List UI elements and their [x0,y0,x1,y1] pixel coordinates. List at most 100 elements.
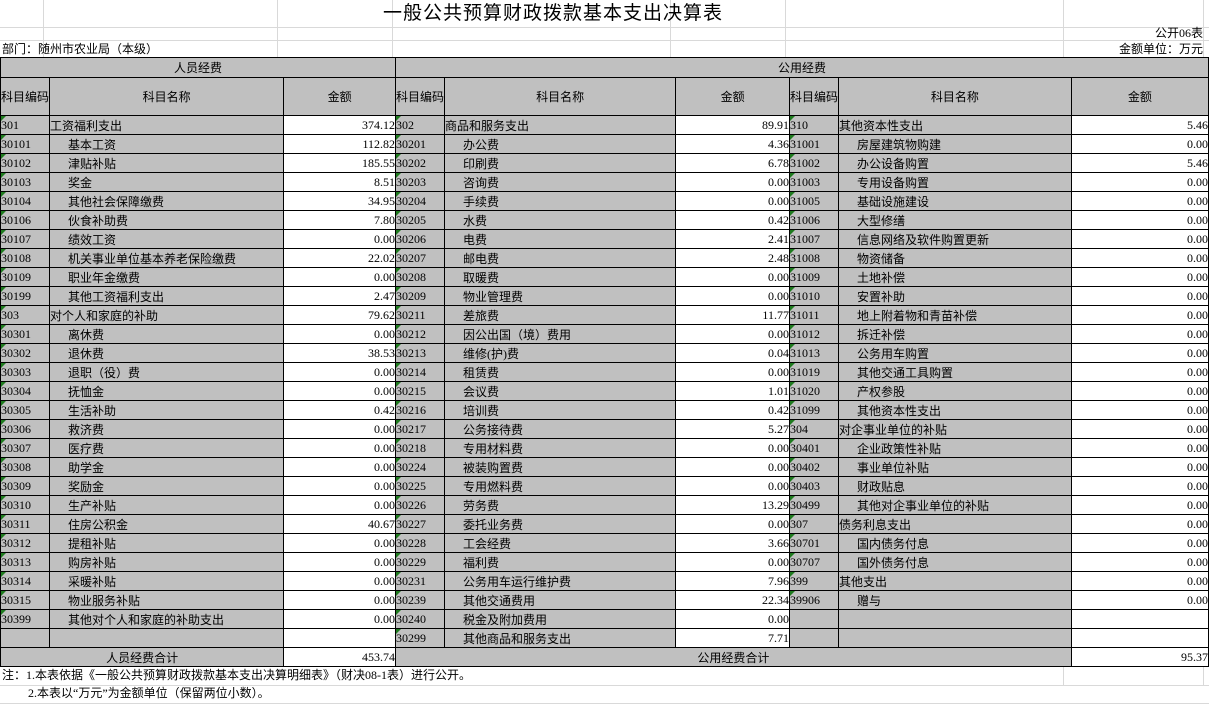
subject-name-cell[interactable]: 其他对企事业单位的补贴 [837,495,1072,515]
amount-cell[interactable]: 38.53 [283,343,396,363]
subject-code-cell[interactable]: 31099 [788,400,839,420]
subject-code-cell[interactable]: 30204 [394,191,446,211]
public-total-label[interactable]: 公用经费合计 [395,647,1072,667]
subject-name-cell[interactable]: 其他工资福利支出 [49,286,285,306]
subject-name-cell[interactable]: 公务接待费 [444,419,677,439]
subject-code-cell[interactable]: 30212 [394,324,446,344]
amount-cell[interactable]: 0.00 [1070,400,1209,420]
column-header-name[interactable]: 科目名称 [49,77,285,116]
amount-cell[interactable]: 0.00 [283,571,396,591]
amount-cell[interactable]: 0.00 [1070,305,1209,325]
subject-code-cell[interactable]: 30313 [0,552,51,572]
subject-code-cell[interactable]: 30106 [0,210,51,230]
amount-cell[interactable]: 0.00 [675,191,790,211]
subject-name-cell[interactable]: 公务用车购置 [837,343,1072,363]
subject-code-cell[interactable]: 31020 [788,381,839,401]
subject-code-cell[interactable]: 31002 [788,153,839,173]
subject-name-cell[interactable]: 其他社会保障缴费 [49,191,285,211]
subject-code-cell[interactable]: 30315 [0,590,51,610]
subject-name-cell[interactable]: 采暖补贴 [49,571,285,591]
subject-code-cell[interactable]: 31007 [788,229,839,249]
subject-name-cell[interactable]: 对企事业单位的补贴 [837,419,1072,439]
subject-code-cell[interactable]: 30301 [0,324,51,344]
subject-code-cell[interactable]: 30306 [0,419,51,439]
subject-name-cell[interactable]: 被装购置费 [444,457,677,477]
amount-cell[interactable]: 0.00 [675,552,790,572]
subject-name-cell[interactable]: 工资福利支出 [49,115,285,135]
subject-name-cell[interactable]: 职业年金缴费 [49,267,285,287]
subject-name-cell[interactable]: 其他交通工具购置 [837,362,1072,382]
amount-cell[interactable]: 0.00 [1070,191,1209,211]
amount-cell[interactable]: 0.00 [283,419,396,439]
subject-name-cell[interactable]: 绩效工资 [49,229,285,249]
subject-name-cell[interactable]: 其他资本性支出 [837,400,1072,420]
subject-name-cell[interactable]: 物业服务补贴 [49,590,285,610]
subject-code-cell[interactable]: 39906 [788,590,839,610]
amount-cell[interactable]: 1.01 [675,381,790,401]
column-header-amount[interactable]: 金额 [283,77,396,116]
subject-name-cell[interactable]: 安置补助 [837,286,1072,306]
subject-code-cell[interactable]: 30701 [788,533,839,553]
amount-cell[interactable]: 0.00 [1070,457,1209,477]
subject-name-cell[interactable]: 地上附着物和青苗补偿 [837,305,1072,325]
subject-code-cell[interactable]: 31011 [788,305,839,325]
subject-code-cell[interactable]: 30309 [0,476,51,496]
amount-cell[interactable]: 0.42 [675,210,790,230]
amount-cell[interactable]: 0.00 [283,609,396,629]
subject-code-cell[interactable]: 30199 [0,286,51,306]
amount-cell[interactable]: 0.00 [283,495,396,515]
subject-name-cell[interactable]: 信息网络及软件购置更新 [837,229,1072,249]
subject-code-cell[interactable]: 30224 [394,457,446,477]
amount-cell[interactable]: 0.00 [1070,324,1209,344]
subject-name-cell[interactable]: 生活补助 [49,400,285,420]
subject-name-cell[interactable]: 其他资本性支出 [837,115,1072,135]
subject-code-cell[interactable]: 30211 [394,305,446,325]
subject-name-cell[interactable]: 差旅费 [444,305,677,325]
column-header-code[interactable]: 科目编码 [788,77,839,116]
amount-cell[interactable]: 0.00 [1070,495,1209,515]
subject-code-cell[interactable]: 399 [788,571,839,591]
subject-name-cell[interactable]: 商品和服务支出 [444,115,677,135]
amount-cell[interactable]: 0.00 [1070,533,1209,553]
amount-cell[interactable]: 0.00 [1070,343,1209,363]
amount-cell[interactable]: 185.55 [283,153,396,173]
amount-cell[interactable]: 0.00 [675,286,790,306]
subject-code-cell[interactable]: 30240 [394,609,446,629]
subject-name-cell[interactable]: 取暖费 [444,267,677,287]
amount-cell[interactable]: 0.04 [675,343,790,363]
subject-name-cell[interactable]: 国外债务付息 [837,552,1072,572]
subject-name-cell[interactable]: 住房公积金 [49,514,285,534]
amount-cell[interactable]: 2.47 [283,286,396,306]
subject-name-cell[interactable]: 离休费 [49,324,285,344]
subject-name-cell[interactable]: 土地补偿 [837,267,1072,287]
subject-name-cell[interactable]: 救济费 [49,419,285,439]
subject-code-cell[interactable]: 30205 [394,210,446,230]
subject-name-cell[interactable]: 劳务费 [444,495,677,515]
column-header-amount[interactable]: 金额 [1070,77,1209,116]
personnel-total-amount[interactable]: 453.74 [283,647,396,667]
column-header-amount[interactable]: 金额 [675,77,790,116]
subject-code-cell[interactable]: 30401 [788,438,839,458]
amount-cell[interactable]: 22.02 [283,248,396,268]
subject-name-cell[interactable]: 基本工资 [49,134,285,154]
subject-name-cell[interactable]: 抚恤金 [49,381,285,401]
amount-cell[interactable]: 0.00 [283,438,396,458]
subject-code-cell[interactable]: 30203 [394,172,446,192]
subject-code-cell[interactable]: 31010 [788,286,839,306]
subject-code-cell[interactable]: 30299 [394,628,446,648]
subject-code-cell[interactable]: 30311 [0,514,51,534]
subject-name-cell[interactable]: 房屋建筑物购建 [837,134,1072,154]
amount-cell[interactable]: 2.41 [675,229,790,249]
subject-name-cell[interactable]: 培训费 [444,400,677,420]
subject-code-cell[interactable]: 30312 [0,533,51,553]
subject-code-cell[interactable]: 30403 [788,476,839,496]
subject-code-cell[interactable]: 30207 [394,248,446,268]
subject-name-cell[interactable]: 奖励金 [49,476,285,496]
amount-cell[interactable]: 0.00 [283,229,396,249]
amount-cell[interactable]: 374.12 [283,115,396,135]
subject-name-cell[interactable]: 企业政策性补贴 [837,438,1072,458]
subject-name-cell[interactable]: 公务用车运行维护费 [444,571,677,591]
amount-cell[interactable]: 0.00 [283,533,396,553]
subject-code-cell[interactable]: 30227 [394,514,446,534]
subject-code-cell[interactable]: 30208 [394,267,446,287]
